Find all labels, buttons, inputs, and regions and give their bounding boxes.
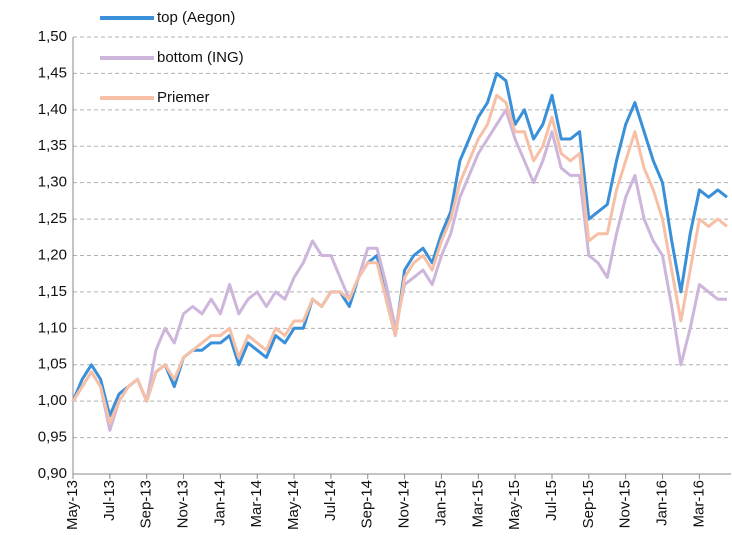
x-tick-label: Jan-16 — [653, 480, 670, 526]
x-tick-label: Jul-15 — [543, 480, 560, 521]
series-line — [71, 93, 728, 425]
y-tick-label: 1,20 — [38, 246, 67, 263]
legend-label: Priemer — [157, 89, 210, 106]
x-tick-label: Jul-13 — [101, 480, 118, 521]
y-tick-label: 1,30 — [38, 174, 67, 191]
y-tick-label: 1,05 — [38, 356, 67, 373]
x-tick-label: Nov-14 — [396, 480, 413, 528]
x-tick-label: Nov-13 — [175, 480, 192, 528]
y-tick-label: 0,95 — [38, 429, 67, 446]
x-tick-label: Sep-15 — [580, 480, 597, 528]
y-tick-label: 1,35 — [38, 137, 67, 154]
x-tick-label: Sep-13 — [138, 480, 155, 528]
y-tick-label: 1,45 — [38, 64, 67, 81]
legend-label: bottom (ING) — [157, 49, 244, 66]
x-tick-label: Sep-14 — [359, 480, 376, 528]
x-tick-label: Jan-15 — [432, 480, 449, 526]
y-tick-label: 1,40 — [38, 101, 67, 118]
y-tick-label: 1,10 — [38, 319, 67, 336]
y-tick-label: 1,15 — [38, 283, 67, 300]
x-tick-label: Jul-14 — [322, 480, 339, 521]
x-tick-label: May-14 — [285, 480, 302, 530]
x-tick-label: Jan-14 — [211, 480, 228, 526]
x-tick-label: Mar-16 — [690, 480, 707, 528]
legend-label: top (Aegon) — [157, 9, 235, 26]
y-tick-label: 1,50 — [38, 28, 67, 45]
y-tick-label: 1,00 — [38, 392, 67, 409]
x-tick-label: May-13 — [64, 480, 81, 530]
y-tick-label: 1,25 — [38, 210, 67, 227]
x-tick-label: Nov-15 — [617, 480, 634, 528]
x-tick-label: Mar-14 — [248, 480, 265, 528]
x-tick-label: Mar-15 — [469, 480, 486, 528]
x-tick-label: May-15 — [506, 480, 523, 530]
y-tick-label: 0,90 — [38, 465, 67, 482]
